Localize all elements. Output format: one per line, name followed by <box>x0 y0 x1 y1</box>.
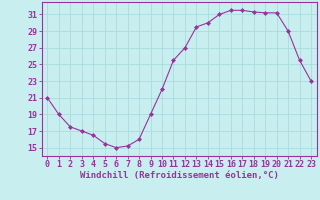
X-axis label: Windchill (Refroidissement éolien,°C): Windchill (Refroidissement éolien,°C) <box>80 171 279 180</box>
